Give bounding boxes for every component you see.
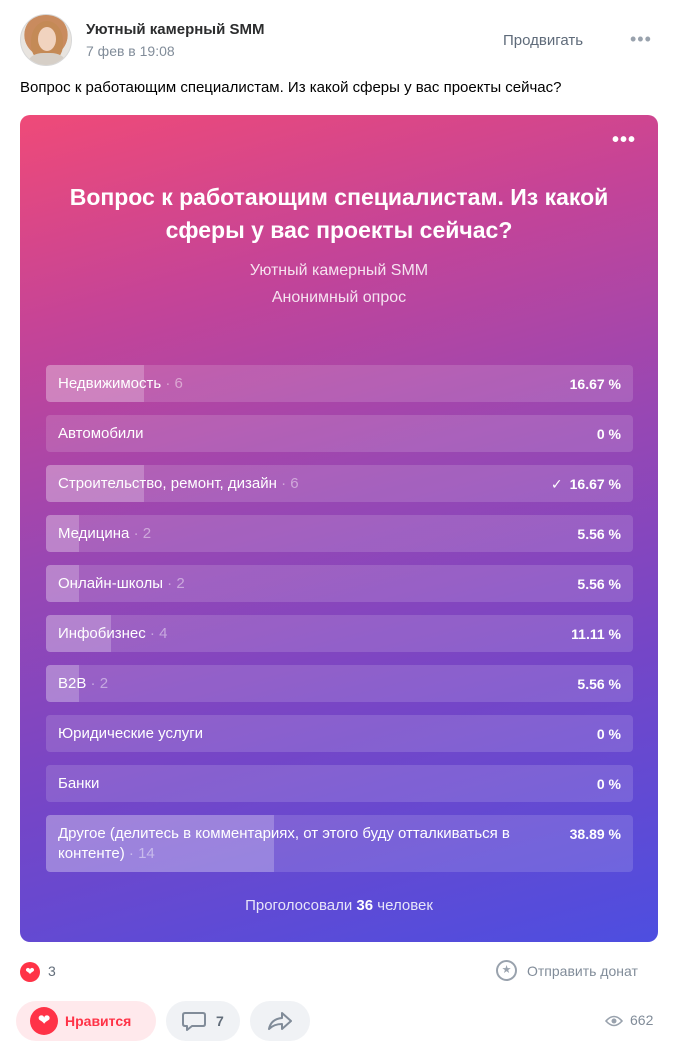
poll-option-count: · 2	[129, 525, 152, 542]
poll-option-fill	[46, 815, 274, 872]
promote-button[interactable]: Продвигать	[503, 32, 584, 49]
poll-option-percent-value: 16.67 %	[569, 476, 621, 492]
poll-option-text: Медицина	[58, 525, 130, 542]
poll-option-percent-value: 0 %	[596, 726, 621, 742]
poll-question: Вопрос к работающим специалистам. Из как…	[69, 184, 609, 243]
poll-option-percent-value: 16.67 %	[569, 376, 621, 392]
poll-card: ••• Вопрос к работающим специалистам. Из…	[20, 115, 658, 942]
comment-icon	[182, 1012, 206, 1031]
poll-option-text: Недвижимость	[58, 375, 162, 392]
comment-button[interactable]: 7	[166, 1001, 240, 1041]
poll-option-percent-value: 0 %	[596, 776, 621, 792]
poll-option-count: · 2	[163, 575, 185, 592]
poll-option-percent: 0 %	[597, 724, 621, 744]
poll-option-fill	[46, 465, 144, 502]
heart-icon: ❤	[30, 1007, 58, 1035]
poll-option-label: B2B · 2	[58, 674, 518, 694]
poll-option-percent-value: 5.56 %	[577, 526, 621, 542]
poll-option-percent: 5.56 %	[577, 574, 621, 594]
poll-option-fill	[46, 365, 144, 402]
author-name[interactable]: Уютный камерный SMM	[86, 21, 265, 38]
post-header: Уютный камерный SMM 7 фев в 19:08 Продви…	[20, 14, 660, 68]
like-button[interactable]: ❤ Нравится	[16, 1001, 156, 1041]
poll-option[interactable]: Строительство, ремонт, дизайн · 6 ✓ 16.67 …	[46, 465, 633, 502]
poll-total[interactable]: Проголосовали 36 человек	[20, 897, 658, 914]
poll-option-percent: 11.11 %	[571, 624, 621, 644]
heart-icon: ❤	[20, 962, 40, 982]
poll-option-count: · 6	[276, 475, 299, 492]
poll-option-percent: 16.67 %	[570, 374, 621, 394]
poll-option[interactable]: Юридические услуги 0 %	[46, 715, 633, 752]
poll-option-percent-value: 5.56 %	[577, 576, 621, 592]
poll-option-label: Онлайн-школы · 2	[58, 574, 518, 594]
poll-option-text: Автомобили	[58, 425, 144, 442]
poll-option-percent: 5.56 %	[577, 674, 621, 694]
poll-option-text: Инфобизнес	[58, 625, 146, 642]
poll-option[interactable]: Автомобили 0 %	[46, 415, 633, 452]
poll-option-label: Медицина · 2	[58, 524, 518, 544]
poll-option-fill	[46, 565, 79, 602]
poll-option-label: Юридические услуги	[58, 724, 518, 744]
poll-option-label: Недвижимость · 6	[58, 374, 518, 394]
poll-option-count: · 2	[86, 675, 109, 692]
poll-option-percent-value: 38.89 %	[569, 826, 621, 842]
likes-count: 3	[48, 963, 56, 979]
poll-option-text: Строительство, ремонт, дизайн	[58, 475, 277, 492]
poll-option-count: · 6	[161, 375, 183, 392]
poll-author[interactable]: Уютный камерный SMM	[249, 262, 429, 279]
poll-option-label: Другое (делитесь в комментариях, от этог…	[58, 824, 518, 864]
share-icon	[268, 1012, 292, 1030]
poll-option-percent: ✓ 16.67 %	[551, 474, 621, 494]
poll-option-percent: 5.56 %	[577, 524, 621, 544]
poll-option-text: Банки	[58, 775, 100, 792]
avatar[interactable]	[20, 14, 72, 66]
poll-total-votes: 36	[356, 897, 374, 914]
poll-option-label: Банки	[58, 774, 518, 794]
poll-option-percent-value: 5.56 %	[577, 676, 621, 692]
views-count: 662	[630, 1012, 654, 1028]
donate-label: Отправить донат	[527, 963, 638, 979]
post-date[interactable]: 7 фев в 19:08	[86, 43, 175, 59]
comments-count: 7	[216, 1013, 224, 1029]
poll-option-percent-value: 11.11 %	[571, 626, 621, 642]
poll-option-percent: 38.89 %	[570, 824, 621, 844]
poll-option-fill	[46, 665, 79, 702]
more-options-icon[interactable]: •••	[630, 29, 652, 49]
poll-option-percent-value: 0 %	[596, 426, 621, 442]
poll-option[interactable]: Банки 0 %	[46, 765, 633, 802]
poll-option-label: Строительство, ремонт, дизайн · 6	[58, 474, 518, 494]
poll-option-percent: 0 %	[597, 424, 621, 444]
poll-more-icon[interactable]: •••	[611, 129, 636, 151]
gift-icon: ★	[496, 960, 517, 981]
poll-option-label: Инфобизнес · 4	[58, 624, 518, 644]
poll-option[interactable]: Онлайн-школы · 2 5.56 %	[46, 565, 633, 602]
poll-total-suffix: человек	[377, 897, 433, 914]
eye-icon	[605, 1015, 623, 1027]
poll-option-count: · 4	[145, 625, 168, 642]
post-text: Вопрос к работающим специалистам. Из как…	[20, 79, 562, 96]
poll-option[interactable]: Инфобизнес · 4 11.11 %	[46, 615, 633, 652]
poll-option[interactable]: Медицина · 2 5.56 %	[46, 515, 633, 552]
poll-option[interactable]: Недвижимость · 6 16.67 %	[46, 365, 633, 402]
poll-option-label: Автомобили	[58, 424, 518, 444]
poll-option-text: Юридические услуги	[58, 725, 204, 742]
poll-option-text: B2B	[58, 675, 87, 692]
poll-type: Анонимный опрос	[271, 289, 407, 306]
poll-option-fill	[46, 615, 111, 652]
poll-option-count: · 14	[124, 845, 155, 862]
share-button[interactable]	[250, 1001, 310, 1041]
poll-option-text: Онлайн-школы	[58, 575, 164, 592]
poll-option[interactable]: Другое (делитесь в комментариях, от этог…	[46, 815, 633, 872]
poll-option-text: Другое (делитесь в комментариях, от этог…	[58, 825, 510, 862]
poll-option[interactable]: B2B · 2 5.56 %	[46, 665, 633, 702]
poll-total-prefix: Проголосовали	[245, 897, 353, 914]
poll-option-fill	[46, 515, 79, 552]
poll-option-percent: 0 %	[597, 774, 621, 794]
check-icon: ✓	[550, 476, 563, 492]
like-button-label: Нравится	[65, 1013, 132, 1029]
